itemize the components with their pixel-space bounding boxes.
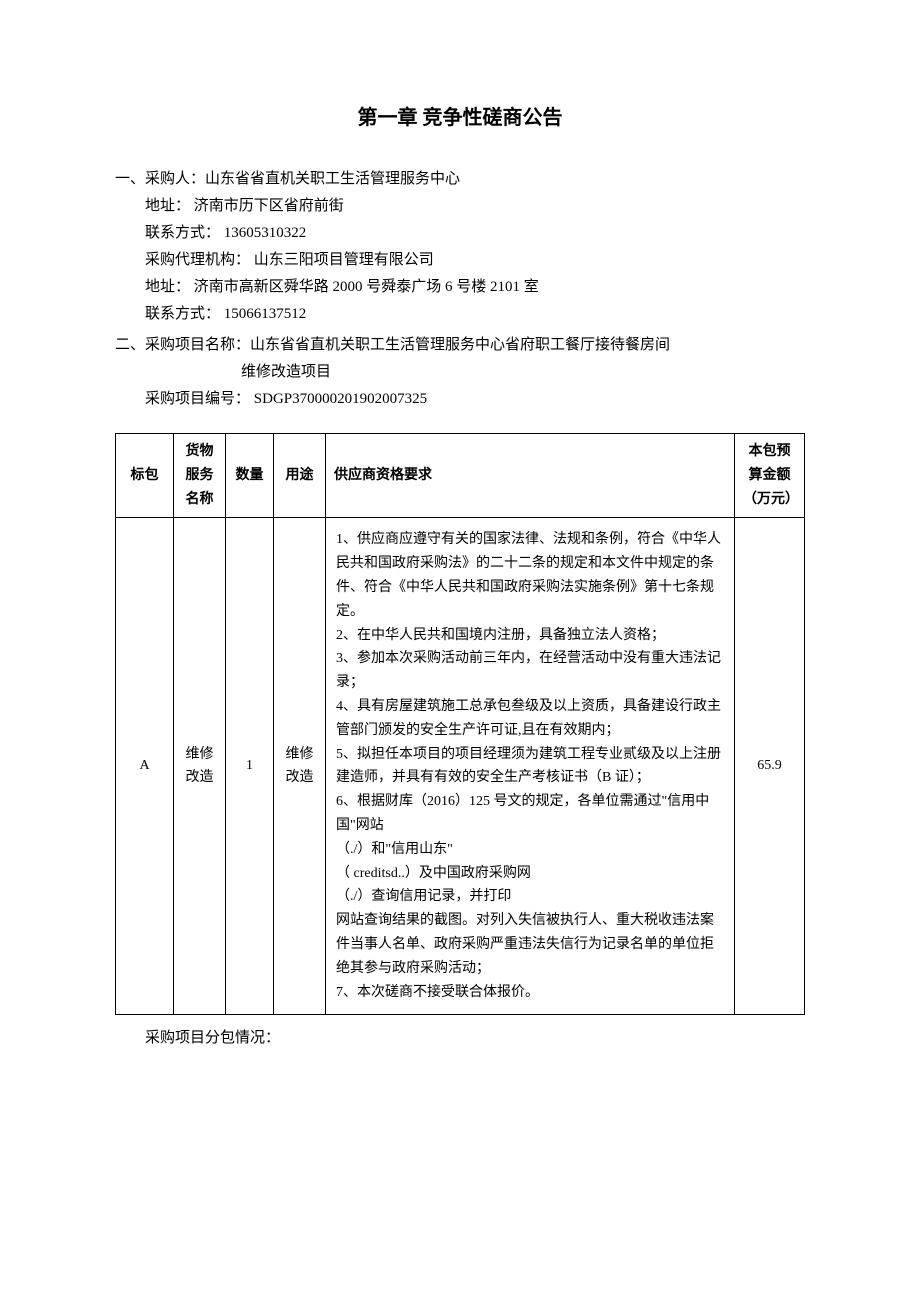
purchaser-contact-line: 联系方式： 13605310322 [115,220,805,247]
agent-address-value: 济南市高新区舜华路 2000 号舜泰广场 6 号楼 2101 室 [194,279,539,295]
section1-num: 一、 [115,166,145,193]
td-usage: 维修改造 [274,518,326,1015]
purchaser-address-value: 济南市历下区省府前街 [194,198,344,214]
td-budget: 65.9 [735,518,805,1015]
purchaser-address-label: 地址： [145,198,190,214]
agent-label: 采购代理机构： [145,252,250,268]
project-code-value: SDGP370000201902007325 [254,391,427,407]
section2-num: 二、 [115,332,145,359]
project-code-label: 采购项目编号： [145,391,250,407]
th-budget: 本包预算金额（万元） [735,434,805,518]
agent-value: 山东三阳项目管理有限公司 [254,252,434,268]
purchaser-value: 山东省省直机关职工生活管理服务中心 [205,166,460,193]
project-name-value-l1: 山东省省直机关职工生活管理服务中心省府职工餐厅接待餐房间 [250,332,670,359]
project-name-label: 采购项目名称： [145,332,250,359]
th-requirements: 供应商资格要求 [326,434,735,518]
chapter-title: 第一章 竞争性磋商公告 [115,100,805,136]
purchaser-contact-value: 13605310322 [224,225,307,241]
td-quantity: 1 [226,518,274,1015]
agent-contact-line: 联系方式： 15066137512 [115,301,805,328]
agent-contact-value: 15066137512 [224,306,307,322]
section-purchaser: 一、 采购人： 山东省省直机关职工生活管理服务中心 地址： 济南市历下区省府前街… [115,166,805,328]
th-package: 标包 [116,434,174,518]
th-quantity: 数量 [226,434,274,518]
th-usage: 用途 [274,434,326,518]
td-requirements: 1、供应商应遵守有关的国家法律、法规和条例，符合《中华人民共和国政府采购法》的二… [326,518,735,1015]
project-code-line: 采购项目编号： SDGP370000201902007325 [115,386,805,413]
agent-contact-label: 联系方式： [145,306,220,322]
purchaser-label: 采购人： [145,166,205,193]
agent-line: 采购代理机构： 山东三阳项目管理有限公司 [115,247,805,274]
project-name-line: 二、 采购项目名称： 山东省省直机关职工生活管理服务中心省府职工餐厅接待餐房间 [115,332,805,359]
agent-address-line: 地址： 济南市高新区舜华路 2000 号舜泰广场 6 号楼 2101 室 [115,274,805,301]
footer-note: 采购项目分包情况： [115,1025,805,1052]
td-package: A [116,518,174,1015]
agent-address-label: 地址： [145,279,190,295]
table-header-row: 标包 货物服务名称 数量 用途 供应商资格要求 本包预算金额（万元） [116,434,805,518]
project-name-value-l2: 维修改造项目 [115,359,805,386]
td-goods-name: 维修改造 [174,518,226,1015]
purchaser-contact-label: 联系方式： [145,225,220,241]
requirements-table: 标包 货物服务名称 数量 用途 供应商资格要求 本包预算金额（万元） A 维修改… [115,433,805,1015]
table-row: A 维修改造 1 维修改造 1、供应商应遵守有关的国家法律、法规和条例，符合《中… [116,518,805,1015]
purchaser-address-line: 地址： 济南市历下区省府前街 [115,193,805,220]
purchaser-line: 一、 采购人： 山东省省直机关职工生活管理服务中心 [115,166,805,193]
th-goods-name: 货物服务名称 [174,434,226,518]
section-project: 二、 采购项目名称： 山东省省直机关职工生活管理服务中心省府职工餐厅接待餐房间 … [115,332,805,413]
